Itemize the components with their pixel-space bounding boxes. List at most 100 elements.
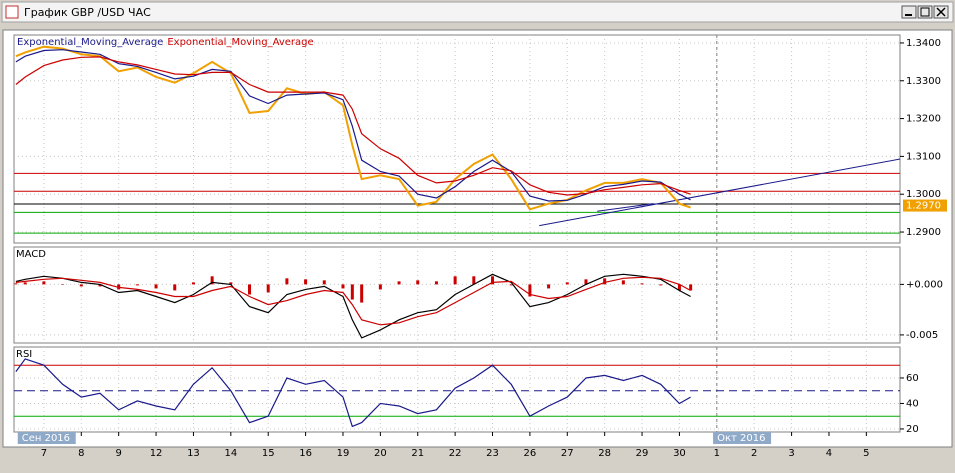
period-label-box [17,432,76,444]
histogram-bar [621,280,625,285]
histogram-bar [603,278,607,285]
period-label: Окт 2016 [717,433,765,444]
y-tick-label: 1.3400 [906,38,941,49]
legend-entry: Exponential_Moving_Average [167,37,313,48]
histogram-bar [528,284,532,297]
y-tick-label: 60 [906,373,919,384]
period-label: Сен 2016 [22,433,70,444]
x-tick-label: 30 [673,448,686,459]
x-tick-label: 15 [262,448,275,459]
x-tick-label: 13 [187,448,200,459]
histogram-bar [266,284,270,293]
x-tick-label: 9 [115,448,121,459]
x-tick-label: 22 [449,448,462,459]
histogram-bar [397,281,401,285]
histogram-bar [341,284,345,289]
series-line [15,49,691,202]
histogram-bar [191,282,195,285]
y-tick-label: 1.3000 [906,189,941,200]
panel-title: MACD [16,249,46,260]
histogram-bar [14,283,18,285]
y-tick-label: 1.3300 [906,76,941,87]
histogram-bar [154,284,158,289]
histogram-bar [248,284,252,295]
histogram-bar [173,284,177,291]
panel-frame [13,346,901,433]
trend-line [597,203,654,212]
app-icon [5,5,19,19]
y-tick-label: 1.3100 [906,151,941,162]
histogram-bar [689,284,693,291]
series-line [15,273,691,339]
x-tick-label: 2 [751,448,757,459]
series-line [15,276,691,326]
x-tick-label: 19 [337,448,350,459]
histogram-bar [360,284,364,303]
legend-entry: Exponential_Moving_Average [17,37,163,48]
y-tick-label: 1.2900 [906,227,941,238]
x-tick-label: 4 [826,448,832,459]
panel-frame [13,34,901,244]
x-tick-label: 8 [78,448,84,459]
x-tick-label: 29 [636,448,649,459]
x-tick-label: 28 [598,448,611,459]
histogram-bar [509,284,513,286]
panel-frame [13,246,901,344]
x-tick-label: 5 [863,448,869,459]
x-tick-label: 20 [374,448,387,459]
histogram-bar [491,276,495,285]
y-tick-label: -0.005 [906,330,938,341]
histogram-bar [304,279,308,285]
minimize-button[interactable] [901,5,917,19]
histogram-bar [23,282,27,285]
series-line [15,358,691,428]
trend-line [539,158,901,227]
histogram-bar [42,281,46,285]
histogram-bar [677,284,681,291]
histogram-bar [229,282,233,285]
histogram-bar [659,284,663,286]
x-tick-label: 14 [224,448,237,459]
histogram-bar [640,283,644,285]
histogram-bar [472,276,476,285]
y-tick-label: 40 [906,398,919,409]
histogram-bar [547,284,551,289]
histogram-bar [61,284,65,285]
histogram-bar [584,279,588,285]
histogram-bar [285,278,289,285]
histogram-bar [434,281,438,285]
histogram-bar [322,280,326,285]
x-tick-label: 1 [714,448,720,459]
title-bar [1,1,954,23]
y-tick-label: 20 [906,424,919,435]
panel-title: RSI [16,349,32,360]
histogram-bar [135,284,139,286]
x-tick-label: 12 [150,448,163,459]
x-tick-label: 21 [411,448,424,459]
histogram-bar [79,284,83,287]
window-title: График GBP /USD ЧАС [24,6,151,19]
histogram-bar [210,276,214,285]
x-tick-label: 7 [41,448,47,459]
histogram-bar [350,284,354,300]
histogram-bar [565,282,569,285]
y-tick-label: +0.000 [906,279,943,290]
histogram-bar [98,284,102,287]
y-tick-label: 1.3200 [906,114,941,125]
x-tick-label: 27 [561,448,574,459]
last-price-box [903,199,947,212]
histogram-bar [453,276,457,285]
last-price-label: 1.2970 [906,201,941,212]
x-tick-label: 16 [299,448,312,459]
x-tick-label: 26 [524,448,537,459]
x-tick-label: 3 [788,448,794,459]
histogram-bar [378,284,382,290]
chart-area [2,29,953,448]
series-line [15,56,691,196]
maximize-icon [920,7,930,17]
period-label-box [713,432,772,444]
histogram-bar [416,280,420,285]
x-tick-label: 23 [486,448,499,459]
